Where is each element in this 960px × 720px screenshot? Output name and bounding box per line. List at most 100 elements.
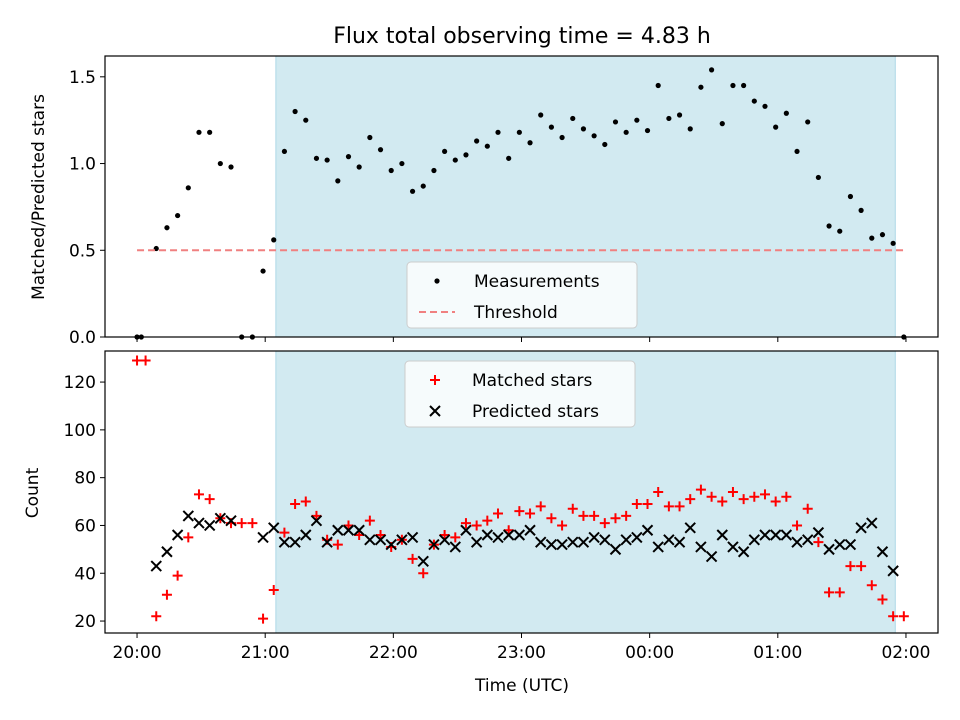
predicted-star-point	[161, 546, 173, 558]
predicted-star-point	[406, 531, 419, 544]
predicted-star-point	[855, 522, 867, 534]
matched-star-point	[738, 494, 749, 505]
measurement-point	[442, 148, 448, 155]
measurement-point	[687, 126, 693, 132]
matched-star-point	[247, 518, 258, 529]
matched-star-point	[792, 520, 803, 531]
measurement-point	[207, 129, 213, 135]
x-axis-label: Time (UTC)	[474, 676, 569, 696]
matched-star-point	[599, 518, 610, 529]
predicted-star-point	[438, 534, 451, 546]
matched-star-point	[375, 530, 386, 541]
predicted-star-point	[171, 529, 184, 541]
predicted-star-point	[481, 529, 494, 541]
matched-star-point	[813, 537, 824, 548]
x-tick-label: 00:00	[625, 643, 674, 663]
measurement-point	[303, 117, 309, 123]
matched-star-point	[888, 611, 899, 622]
matched-star-point	[749, 491, 760, 502]
measurement-point	[527, 140, 533, 146]
x-tick-label: 22:00	[369, 643, 418, 663]
matched-star-point	[706, 491, 717, 502]
measurement-point	[228, 164, 234, 170]
predicted-star-point	[844, 538, 857, 551]
predicted-star-point	[353, 524, 365, 536]
y-tick-label: 1.5	[69, 68, 96, 88]
measurement-point	[655, 82, 661, 89]
measurement-point	[826, 223, 832, 229]
top-chart-panel: 0.0 0.5 1.0 1.5 Measurements Threshold	[69, 55, 939, 348]
x-tick-label: 02:00	[881, 643, 930, 663]
predicted-star-point	[716, 529, 728, 541]
legend-label: Matched stars	[472, 371, 592, 391]
y-tick-label: 0.5	[69, 241, 96, 261]
matched-star-point	[824, 587, 835, 598]
matched-star-point	[856, 561, 867, 572]
matched-star-point	[354, 530, 365, 541]
x-tick-label: 21:00	[241, 643, 290, 663]
measurement-point	[837, 228, 843, 234]
matched-star-point	[802, 503, 813, 514]
matched-star-point	[898, 611, 909, 622]
predicted-star-point	[225, 514, 237, 527]
predicted-star-point	[823, 543, 835, 556]
y-tick-label: 40	[74, 564, 96, 584]
measurement-point	[452, 157, 458, 163]
predicted-star-point	[268, 522, 280, 534]
predicted-star-point	[663, 534, 675, 546]
measurement-point	[175, 212, 181, 219]
measurement-point	[794, 148, 800, 155]
measurement-point	[431, 167, 437, 174]
matched-star-point	[471, 520, 482, 531]
measurement-point	[324, 157, 330, 163]
legend-label: Threshold	[473, 303, 558, 323]
matched-star-point	[631, 498, 642, 509]
matched-star-point	[460, 518, 471, 529]
measurement-point	[217, 160, 223, 167]
matched-star-point	[161, 589, 172, 600]
predicted-star-point	[727, 541, 739, 553]
measurement-point	[196, 129, 202, 135]
matched-star-point	[610, 513, 621, 524]
matched-star-point	[132, 355, 143, 366]
matched-star-point	[834, 587, 845, 598]
legend-label: Measurements	[474, 272, 600, 292]
measurement-point	[708, 67, 715, 73]
matched-star-point	[674, 501, 685, 512]
measurement-point	[185, 185, 191, 191]
top-y-axis-label: Matched/Predicted stars	[29, 94, 49, 300]
predicted-star-point	[834, 538, 846, 551]
y-tick-label: 60	[74, 516, 96, 536]
predicted-star-point	[460, 524, 472, 536]
legend-frame	[404, 360, 636, 428]
predicted-star-point	[866, 517, 878, 529]
measurement-point	[548, 124, 555, 130]
measurement-point	[773, 124, 779, 130]
predicted-star-point	[342, 524, 355, 536]
measurement-point	[730, 82, 736, 89]
matched-star-point	[450, 532, 461, 543]
measurement-point	[612, 119, 619, 125]
measurement-point	[741, 82, 747, 89]
axes-frame	[104, 55, 939, 338]
measurement-point	[666, 115, 672, 122]
matched-star-point	[279, 527, 290, 538]
matched-star-point	[407, 553, 418, 564]
measurement-point	[815, 174, 821, 181]
measurement-point	[164, 225, 170, 231]
predicted-star-point	[577, 536, 590, 548]
matched-star-point	[525, 508, 536, 519]
matched-star-point	[546, 513, 557, 524]
matched-star-point	[695, 484, 706, 495]
matched-star-point	[781, 491, 792, 502]
measurement-point	[783, 110, 789, 116]
matched-star-point	[236, 518, 247, 529]
predicted-star-point	[759, 529, 771, 541]
matched-star-point	[514, 506, 525, 517]
matched-star-point	[418, 568, 429, 579]
x-tick-label: 01:00	[753, 643, 802, 663]
x-tick-label: 23:00	[497, 643, 546, 663]
matched-star-point	[343, 520, 354, 531]
measurement-point	[634, 117, 640, 123]
matched-star-point	[567, 503, 578, 514]
